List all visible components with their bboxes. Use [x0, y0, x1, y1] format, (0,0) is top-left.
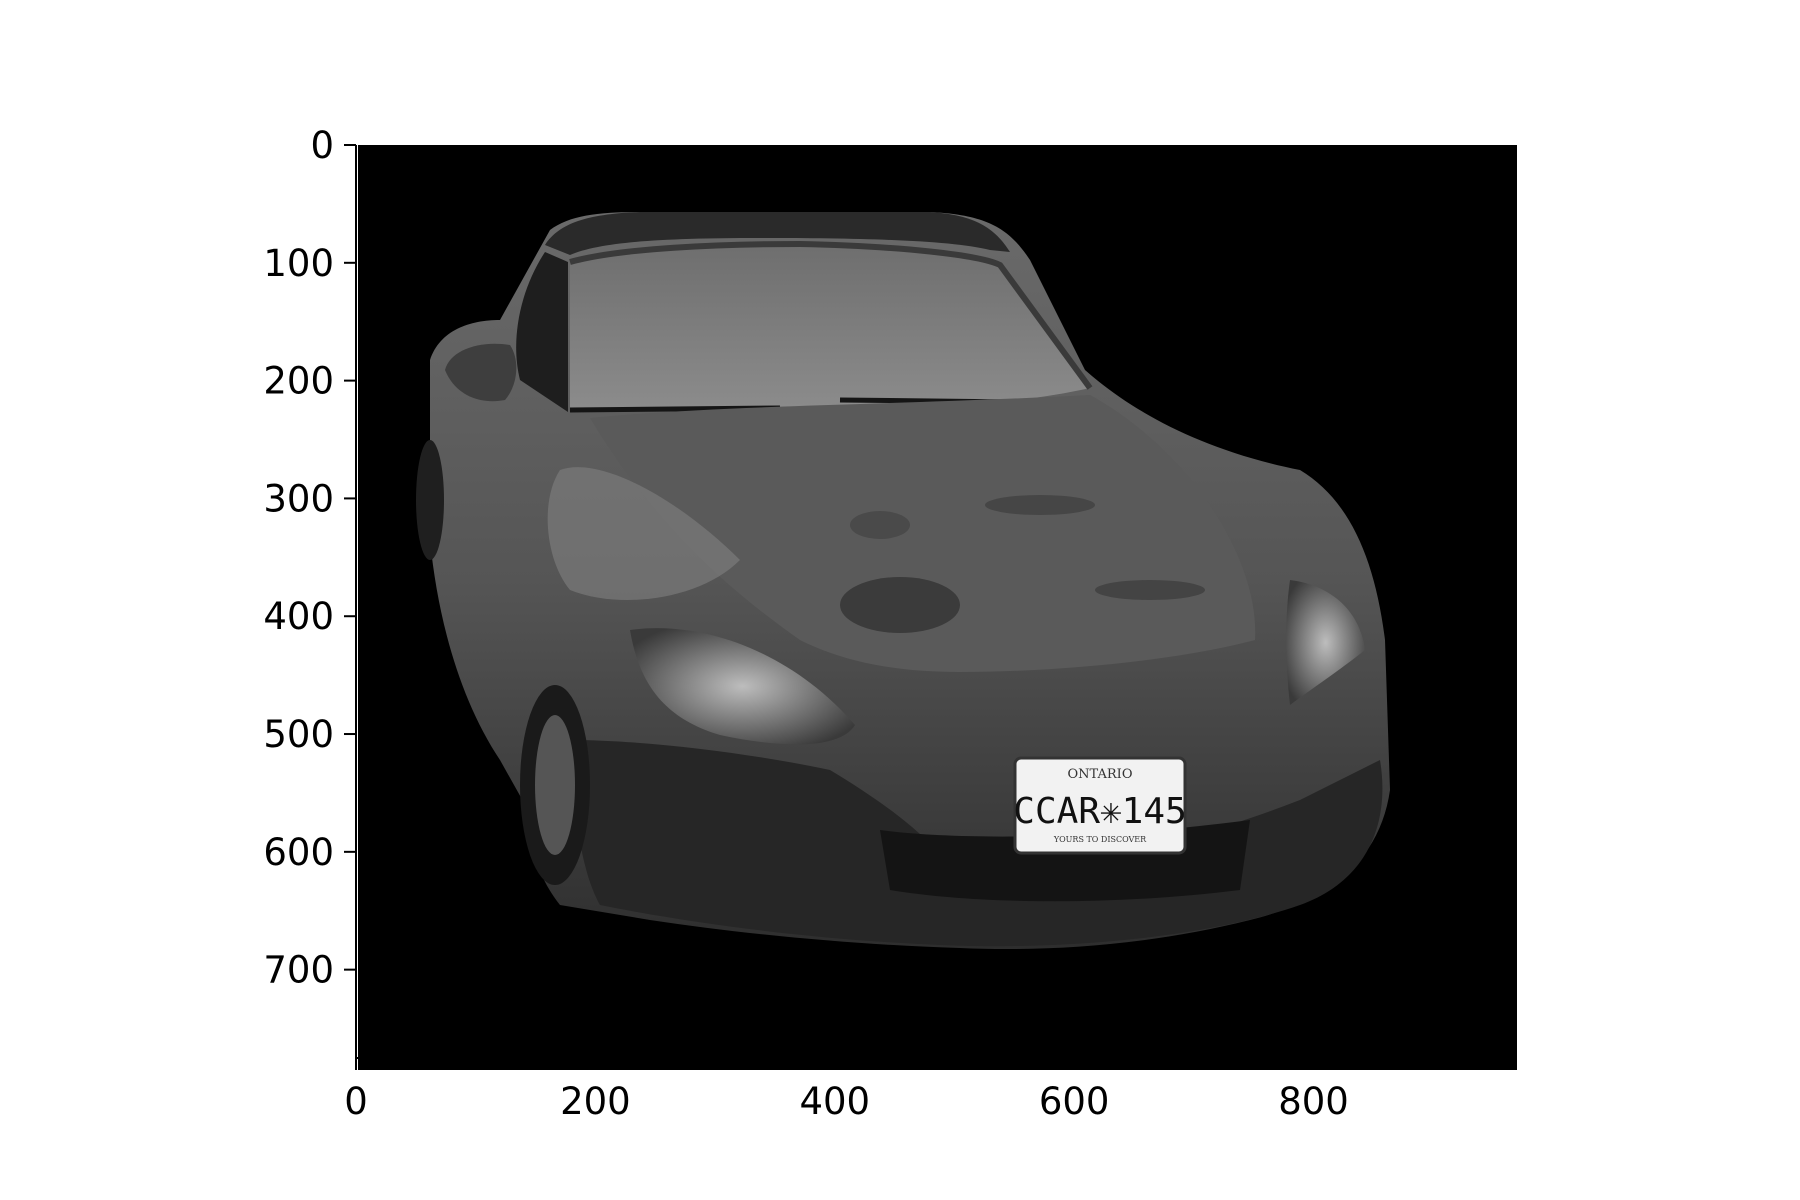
x-tick-label: 600: [1039, 1080, 1110, 1123]
headlight-right: [1286, 580, 1365, 705]
x-tick-label: 0: [344, 1080, 368, 1123]
headlight-left: [630, 628, 855, 745]
x-tick-label: 400: [799, 1080, 870, 1123]
x-tick-label: 200: [560, 1080, 631, 1123]
y-tick-label: 600: [263, 831, 334, 874]
y-tick-label: 0: [310, 124, 334, 167]
y-tick-label: 400: [263, 595, 334, 638]
axes: [355, 145, 1517, 1059]
image-area: ONTARIO CCAR✳145 YOURS TO DISCOVER: [358, 145, 1517, 1070]
car-roof: [545, 212, 1010, 255]
license-plate-body: [1013, 756, 1187, 855]
car-image: ONTARIO CCAR✳145 YOURS TO DISCOVER: [416, 212, 1390, 950]
x-tick-label: 800: [1278, 1080, 1349, 1123]
license-plate: ONTARIO CCAR✳145 YOURS TO DISCOVER: [1013, 756, 1187, 855]
y-ticks: 0 100 200 300 400 500 600 700: [263, 124, 356, 992]
windshield: [570, 244, 1090, 412]
y-tick-label: 200: [263, 360, 334, 403]
hood-mark: [840, 577, 960, 633]
x-ticks: 0 200 400 600 800: [344, 1058, 1349, 1123]
hood-mark: [985, 495, 1095, 515]
y-tick-label: 300: [263, 477, 334, 520]
y-tick-label: 500: [263, 713, 334, 756]
front-wheel-rim: [535, 715, 575, 855]
windshield-frame: [569, 240, 1093, 390]
plate-province: ONTARIO: [1068, 767, 1133, 782]
hood-mark: [850, 511, 910, 539]
side-mirror: [445, 343, 517, 402]
plate-slogan: YOURS TO DISCOVER: [1053, 835, 1147, 844]
fender-reflection: [547, 467, 740, 600]
hood-mark: [1095, 580, 1205, 600]
plate-number: CCAR✳145: [1013, 791, 1186, 832]
rear-wheel: [416, 440, 444, 560]
side-window: [516, 252, 568, 412]
hood: [590, 395, 1256, 672]
y-tick-label: 100: [263, 242, 334, 285]
y-tick-label: 700: [263, 949, 334, 992]
